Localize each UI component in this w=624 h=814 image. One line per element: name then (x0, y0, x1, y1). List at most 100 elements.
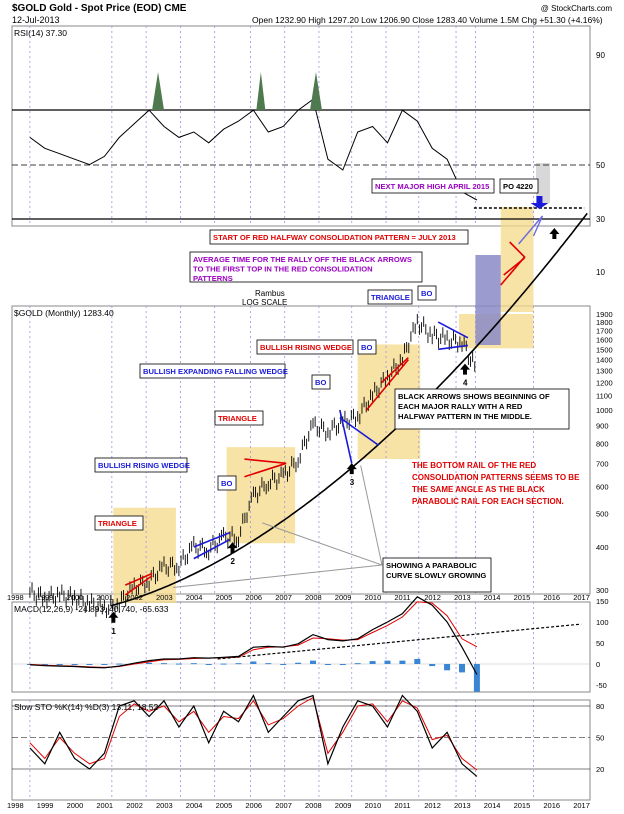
macd-histogram-bar (295, 662, 302, 664)
red-halfway-label: START OF RED HALFWAY CONSOLIDATION PATTE… (213, 233, 456, 242)
price-x-tick-label: 2015 (514, 593, 531, 602)
price-x-tick-label: 2016 (543, 593, 560, 602)
bo-label-2-box (311, 374, 331, 390)
black-rally-arrow (108, 611, 119, 623)
sto-x-tick-label: 2003 (156, 801, 173, 810)
red-pattern-line (244, 458, 287, 465)
parabola-pointer-line (360, 465, 383, 566)
price-tick-label: 1700 (596, 327, 613, 336)
rsi-target-shade (536, 163, 550, 203)
blue-pattern-line (438, 344, 469, 351)
bullish-rising-wedge-red-label: BULLISH RISING WEDGE (260, 343, 352, 352)
macd-histogram-bar (280, 664, 287, 665)
macd-tick-label: 50 (596, 639, 604, 648)
parabola-note: CURVE SLOWLY GROWING (386, 571, 486, 580)
bo-label-1: BO (221, 479, 232, 488)
price-x-tick-label: 2014 (484, 593, 501, 602)
sto-x-tick-label: 2013 (454, 801, 471, 810)
price-tick-label: 1600 (596, 336, 613, 345)
price-tick-label: 300 (596, 586, 609, 595)
sto-x-tick-label: 2008 (305, 801, 322, 810)
macd-histogram-bar (41, 664, 48, 665)
triangle-label-2-box (214, 410, 264, 426)
ohlc-readout: Open 1232.90 High 1297.20 Low 1206.90 Cl… (252, 15, 603, 25)
average-time-label-box (189, 251, 423, 283)
parabola-pointer-line (262, 522, 383, 566)
macd-panel-frame (11, 601, 591, 693)
arrow-number-label: 3 (350, 478, 355, 487)
rsi-overbought-fill (152, 72, 164, 110)
bottom-rail-note: CONSOLIDATION PATTERNS SEEMS TO BE (412, 473, 580, 482)
price-x-tick-label: 2008 (305, 593, 322, 602)
triangle-label-1: TRIANGLE (98, 519, 137, 528)
macd-histogram-bar (235, 663, 242, 665)
macd-histogram-bar (101, 664, 108, 665)
bo-label-2: BO (315, 378, 326, 387)
price-tick-label: 800 (596, 439, 609, 448)
price-x-tick-label: 2005 (216, 593, 233, 602)
macd-histogram-bar (399, 660, 406, 664)
macd-series-line (29, 596, 478, 675)
price-x-tick-label: 2010 (365, 593, 382, 602)
rsi-line (29, 98, 478, 201)
log-scale-label: LOG SCALE (242, 298, 287, 307)
average-time-label: AVERAGE TIME FOR THE RALLY OFF THE BLACK… (193, 255, 412, 264)
macd-histogram-bar (250, 661, 257, 664)
bottom-rail-note: THE SAME ANGLE AS THE BLACK (412, 485, 545, 494)
macd-histogram-bar (190, 663, 197, 665)
sto-tick-label: 80 (596, 702, 604, 711)
parabola-note: SHOWING A PARABOLIC (386, 561, 477, 570)
parabola-note-box (382, 557, 492, 593)
chart-date: 12-Jul-2013 (12, 15, 60, 25)
sto-x-tick-label: 2016 (543, 801, 560, 810)
parabolic-rail (110, 212, 588, 607)
bo-label-4-box (417, 285, 437, 301)
price-x-tick-label: 2017 (573, 593, 590, 602)
triangle-label-2: TRIANGLE (218, 414, 257, 423)
price-tick-label: 1200 (596, 379, 613, 388)
price-tick-label: 1400 (596, 356, 613, 365)
expanding-wedge-label-box (139, 363, 286, 379)
bottom-rail-note: PARABOLIC RAIL FOR EACH SECTION. (412, 497, 564, 506)
price-tick-label: 900 (596, 422, 609, 431)
price-objective-label: PO 4220 (503, 182, 533, 191)
expanding-wedge-label: BULLISH EXPANDING FALLING WEDGE (143, 367, 288, 376)
price-x-tick-label: 2012 (424, 593, 441, 602)
rsi-tick-label: 90 (596, 51, 605, 60)
red-pattern-line (244, 462, 287, 478)
macd-histogram-bar (354, 663, 361, 665)
price-x-tick-label: 2004 (186, 593, 203, 602)
macd-histogram-bar (339, 664, 346, 665)
sto-x-tick-label: 2010 (365, 801, 382, 810)
macd-tick-label: 0 (596, 660, 600, 669)
triangle-label-1-box (94, 515, 144, 531)
red-pattern-line (366, 359, 409, 411)
price-tick-label: 1900 (596, 310, 613, 319)
black-rally-arrow (459, 363, 470, 375)
macd-tick-label: -50 (596, 681, 607, 690)
rsi-overbought-fill (256, 72, 266, 110)
sto-series-line (29, 696, 478, 771)
bullish-rising-wedge-label: BULLISH RISING WEDGE (98, 461, 190, 470)
price-tick-label: 1300 (596, 367, 613, 376)
price-tick-label: 1000 (596, 406, 613, 415)
blue-pattern-line (193, 531, 230, 548)
macd-histogram-bar (175, 663, 182, 665)
arrow-number-label: 4 (463, 379, 468, 388)
black-arrows-label: EACH MAJOR RALLY WITH A RED (398, 402, 523, 411)
price-x-tick-label: 1998 (7, 593, 24, 602)
macd-trendline (217, 623, 582, 660)
macd-histogram-bar (71, 664, 78, 665)
rsi-overbought-fill (310, 72, 322, 110)
sto-x-tick-label: 1998 (7, 801, 24, 810)
red-halfway-label-box (209, 229, 469, 245)
red-pattern-line (124, 575, 153, 596)
rsi-tick-label: 10 (596, 268, 605, 277)
sto-panel-frame (11, 699, 591, 801)
black-rally-arrow (549, 228, 560, 239)
rsi-panel-frame (11, 25, 591, 227)
price-x-tick-label: 2009 (335, 593, 352, 602)
macd-histogram-bar (86, 664, 93, 665)
